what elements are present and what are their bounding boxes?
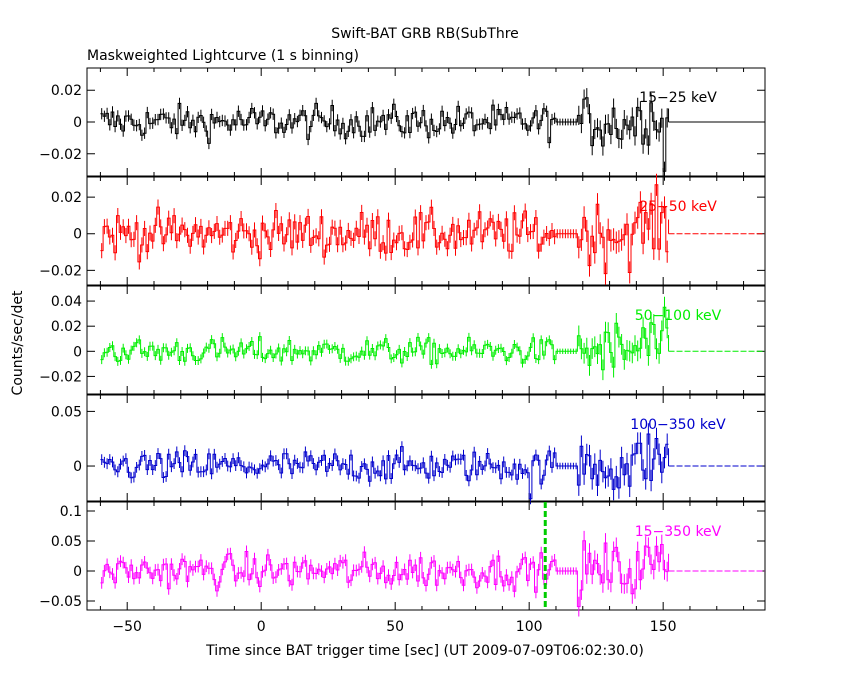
y-tick-label: 0 <box>73 344 82 360</box>
y-tick-label: 0 <box>73 564 82 580</box>
band-label: 15−25 keV <box>639 90 717 106</box>
y-tick-label: −0.02 <box>39 369 82 385</box>
x-tick-label: −50 <box>112 619 142 635</box>
y-tick-label: 0.05 <box>51 534 82 550</box>
panel-1: −0.02 0 0.02 15−25 keV <box>39 67 766 181</box>
y-tick-label: 0 <box>73 227 82 243</box>
lightcurve-series <box>100 97 669 172</box>
panel-frame <box>86 176 766 286</box>
band-label: 50−100 keV <box>635 308 722 324</box>
x-tick-label: 100 <box>516 619 543 635</box>
panel-5: −0.05 0 0.05 0.1 15−350 keV <box>39 501 766 617</box>
panel-frame <box>86 285 766 395</box>
panel-frame <box>86 501 766 611</box>
panel-2: −0.02 0 0.02 25−50 keV <box>39 173 766 286</box>
y-tick-label: −0.05 <box>39 594 82 610</box>
y-tick-label: 0.02 <box>51 190 82 206</box>
x-tick-label: 50 <box>386 619 404 635</box>
x-tick-label: 0 <box>257 619 266 635</box>
y-tick-label: 0.04 <box>51 294 82 310</box>
chart-subtitle: Maskweighted Lightcurve (1 s binning) <box>87 48 359 64</box>
band-label: 15−350 keV <box>635 524 722 540</box>
panel-3: −0.02 0 0.02 0.04 50−100 keV <box>39 285 766 395</box>
lightcurve-series <box>100 306 669 371</box>
y-tick-label: 0 <box>73 115 82 131</box>
y-tick-label: −0.02 <box>39 147 82 163</box>
panel-4: 0 0.05 100−350 keV <box>51 394 766 505</box>
band-label: 25−50 keV <box>639 199 717 215</box>
x-tick-labels: −50 0 50 100 150 <box>112 619 676 635</box>
y-tick-label: 0.1 <box>60 504 82 520</box>
panel-frame <box>86 394 766 502</box>
chart-title: Swift-BAT GRB RB(SubThre <box>331 26 519 42</box>
y-tick-label: 0.02 <box>51 83 82 99</box>
y-tick-label: 0.02 <box>51 319 82 335</box>
x-axis-label: Time since BAT trigger time [sec] (UT 20… <box>205 643 644 659</box>
lightcurve-series <box>100 540 669 608</box>
band-label: 100−350 keV <box>630 417 726 433</box>
lightcurve-series <box>100 433 669 500</box>
y-tick-label: 0 <box>73 459 82 475</box>
y-tick-label: −0.02 <box>39 263 82 279</box>
x-tick-label: 150 <box>650 619 677 635</box>
y-tick-label: 0.05 <box>51 404 82 420</box>
lightcurve-series <box>100 184 669 275</box>
y-axis-label: Counts/sec/det <box>10 290 26 395</box>
